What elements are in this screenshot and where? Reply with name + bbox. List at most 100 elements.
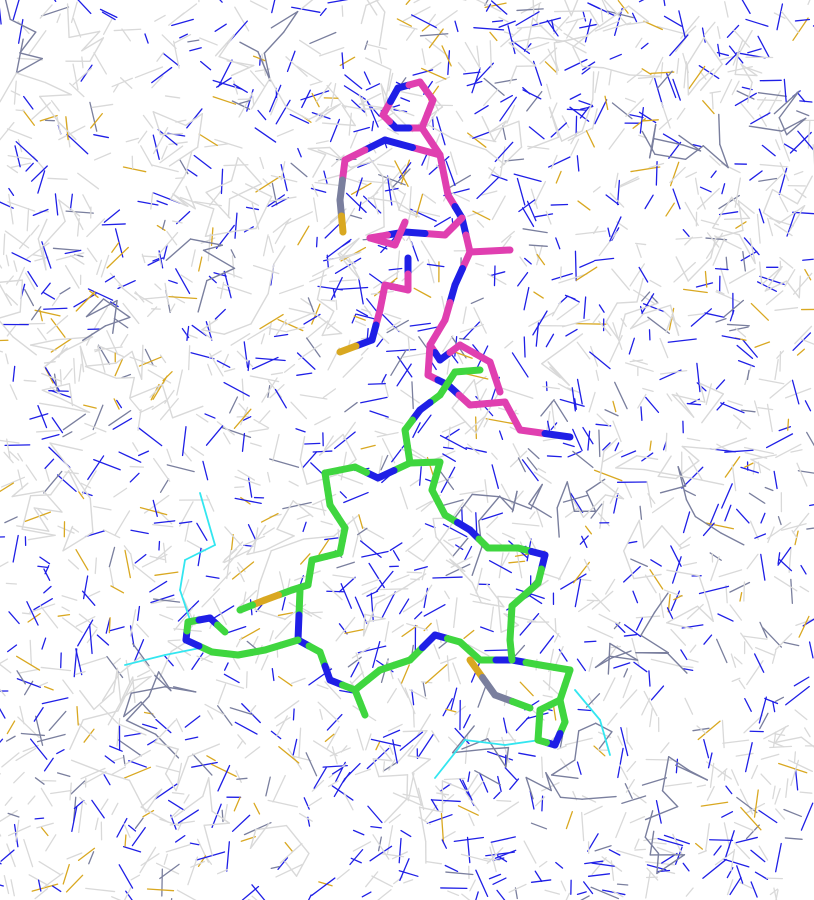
- background-bond: [12, 534, 19, 563]
- backbone-bond: [608, 655, 639, 661]
- backbone-bond: [382, 175, 385, 209]
- backbone-bond: [316, 298, 335, 312]
- background-bond: [341, 5, 344, 17]
- background-bond: [445, 160, 456, 187]
- backbone-bond: [255, 195, 273, 230]
- background-bond: [400, 159, 411, 185]
- background-bond: [515, 11, 540, 26]
- background-bond: [460, 853, 491, 863]
- background-bond: [650, 685, 665, 701]
- background-bond: [638, 0, 645, 3]
- background-bond: [177, 819, 184, 831]
- background-bond: [5, 735, 16, 742]
- backbone-bond: [383, 798, 408, 823]
- background-bond: [542, 385, 560, 390]
- background-bond: [307, 297, 315, 313]
- background-bond: [331, 767, 344, 775]
- background-bond: [432, 576, 463, 579]
- backbone-bond: [130, 686, 166, 694]
- background-bond: [612, 420, 622, 443]
- background-bond: [466, 80, 483, 87]
- background-bond: [491, 452, 498, 460]
- backbone-bond: [41, 382, 71, 391]
- backbone-bond: [471, 581, 483, 604]
- backbone-bond: [12, 336, 37, 356]
- background-bond: [804, 727, 811, 738]
- background-bond: [131, 563, 156, 583]
- background-bond: [365, 871, 379, 888]
- background-bond: [774, 358, 779, 381]
- background-bond: [157, 231, 179, 256]
- backbone-bond: [780, 117, 807, 132]
- background-bond: [588, 391, 596, 413]
- background-bond: [24, 288, 35, 307]
- background-bond: [190, 249, 196, 267]
- backbone-bond: [633, 573, 662, 580]
- background-bond: [582, 61, 596, 71]
- background-bond: [700, 801, 729, 807]
- background-bond: [332, 574, 356, 579]
- background-bond: [588, 656, 594, 672]
- background-bond: [736, 508, 750, 524]
- background-bond: [231, 655, 241, 670]
- background-bond: [632, 590, 639, 604]
- backbone-bond: [202, 249, 236, 269]
- background-bond: [425, 664, 448, 684]
- background-bond: [442, 453, 456, 462]
- background-bond: [136, 605, 141, 621]
- backbone-bond: [85, 362, 117, 367]
- backbone-bond: [581, 98, 594, 132]
- backbone-bond: [451, 137, 487, 151]
- background-bond: [799, 791, 813, 794]
- background-bond: [402, 6, 431, 22]
- background-bond: [324, 681, 342, 700]
- background-bond: [526, 457, 538, 471]
- background-bond: [442, 523, 468, 538]
- backbone-bond: [771, 188, 799, 205]
- background-bond: [88, 623, 93, 655]
- background-bond: [26, 207, 30, 232]
- background-bond: [589, 3, 600, 9]
- background-bond: [15, 819, 20, 842]
- background-bond: [587, 625, 614, 639]
- backbone-bond: [702, 145, 729, 169]
- background-bond: [641, 293, 655, 314]
- background-bond: [513, 173, 542, 183]
- background-bond: [620, 726, 629, 757]
- background-bond: [279, 842, 303, 864]
- background-bond: [127, 824, 137, 832]
- background-bond: [198, 133, 218, 147]
- background-bond: [776, 350, 785, 359]
- background-bond: [305, 320, 329, 340]
- background-bond: [398, 162, 412, 179]
- background-bond: [327, 0, 349, 4]
- background-bond: [371, 120, 375, 132]
- background-bond: [572, 428, 583, 452]
- background-bond: [475, 869, 489, 898]
- backbone-bond: [537, 36, 566, 43]
- background-bond: [623, 668, 629, 678]
- background-bond: [579, 23, 597, 29]
- background-bond: [271, 182, 278, 206]
- background-bond: [424, 804, 438, 821]
- background-bond: [5, 582, 18, 585]
- magenta-side-bond: [381, 136, 416, 151]
- background-bond: [343, 85, 366, 100]
- background-bond: [268, 327, 288, 333]
- background-bond: [144, 33, 149, 44]
- background-bond: [799, 585, 810, 593]
- backbone-bond: [466, 774, 479, 792]
- backbone-bond: [115, 376, 135, 379]
- background-bond: [723, 299, 745, 318]
- background-bond: [512, 443, 521, 458]
- backbone-bond: [553, 42, 558, 76]
- background-bond: [307, 797, 323, 807]
- background-bond: [538, 860, 548, 868]
- background-bond: [343, 177, 367, 186]
- background-bond: [270, 98, 279, 116]
- backbone-bond: [205, 180, 233, 194]
- background-bond: [397, 678, 409, 699]
- background-bond: [0, 264, 3, 269]
